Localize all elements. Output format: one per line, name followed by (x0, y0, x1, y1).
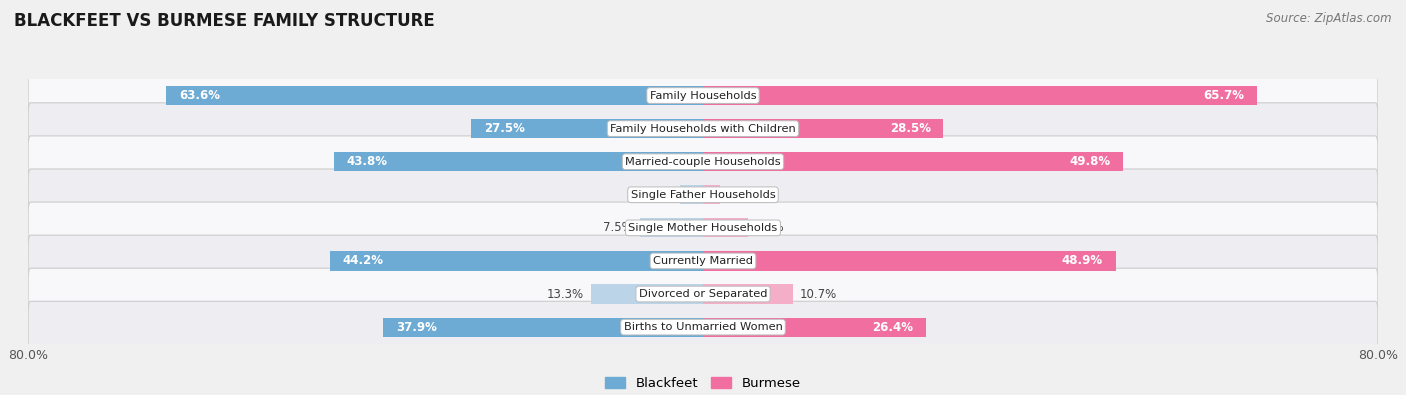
Text: 7.5%: 7.5% (603, 221, 633, 234)
Text: Single Father Households: Single Father Households (631, 190, 775, 200)
Text: 37.9%: 37.9% (396, 321, 437, 334)
Bar (333, 152, 703, 171)
Text: 49.8%: 49.8% (1070, 155, 1111, 168)
Bar (681, 185, 703, 204)
Text: Single Mother Households: Single Mother Households (628, 223, 778, 233)
Bar (703, 119, 943, 138)
Text: 28.5%: 28.5% (890, 122, 931, 135)
FancyBboxPatch shape (28, 202, 1378, 254)
Bar (640, 218, 703, 237)
Bar (330, 251, 703, 271)
Text: 13.3%: 13.3% (547, 288, 583, 301)
FancyBboxPatch shape (28, 169, 1378, 220)
Text: Currently Married: Currently Married (652, 256, 754, 266)
Text: BLACKFEET VS BURMESE FAMILY STRUCTURE: BLACKFEET VS BURMESE FAMILY STRUCTURE (14, 12, 434, 30)
Text: Family Households: Family Households (650, 90, 756, 101)
FancyBboxPatch shape (28, 268, 1378, 320)
Text: 27.5%: 27.5% (484, 122, 524, 135)
Text: Married-couple Households: Married-couple Households (626, 157, 780, 167)
Bar (703, 318, 925, 337)
Text: 48.9%: 48.9% (1062, 254, 1102, 267)
Text: Divorced or Separated: Divorced or Separated (638, 289, 768, 299)
Bar (703, 86, 1257, 105)
Bar (166, 86, 703, 105)
Text: 2.7%: 2.7% (644, 188, 673, 201)
Bar (703, 218, 748, 237)
Bar (471, 119, 703, 138)
Text: Births to Unmarried Women: Births to Unmarried Women (624, 322, 782, 332)
Bar (703, 284, 793, 304)
Legend: Blackfeet, Burmese: Blackfeet, Burmese (600, 371, 806, 395)
Text: 10.7%: 10.7% (800, 288, 837, 301)
Text: 26.4%: 26.4% (872, 321, 912, 334)
FancyBboxPatch shape (28, 301, 1378, 353)
Text: Family Households with Children: Family Households with Children (610, 124, 796, 134)
Text: 5.3%: 5.3% (755, 221, 785, 234)
FancyBboxPatch shape (28, 136, 1378, 188)
Bar (384, 318, 703, 337)
Text: Source: ZipAtlas.com: Source: ZipAtlas.com (1267, 12, 1392, 25)
FancyBboxPatch shape (28, 70, 1378, 121)
Bar (703, 152, 1123, 171)
Text: 2.0%: 2.0% (727, 188, 756, 201)
FancyBboxPatch shape (28, 103, 1378, 154)
Bar (703, 185, 720, 204)
Text: 65.7%: 65.7% (1204, 89, 1244, 102)
Text: 63.6%: 63.6% (179, 89, 221, 102)
Bar (591, 284, 703, 304)
Text: 43.8%: 43.8% (346, 155, 387, 168)
FancyBboxPatch shape (28, 235, 1378, 287)
Bar (703, 251, 1115, 271)
Text: 44.2%: 44.2% (343, 254, 384, 267)
